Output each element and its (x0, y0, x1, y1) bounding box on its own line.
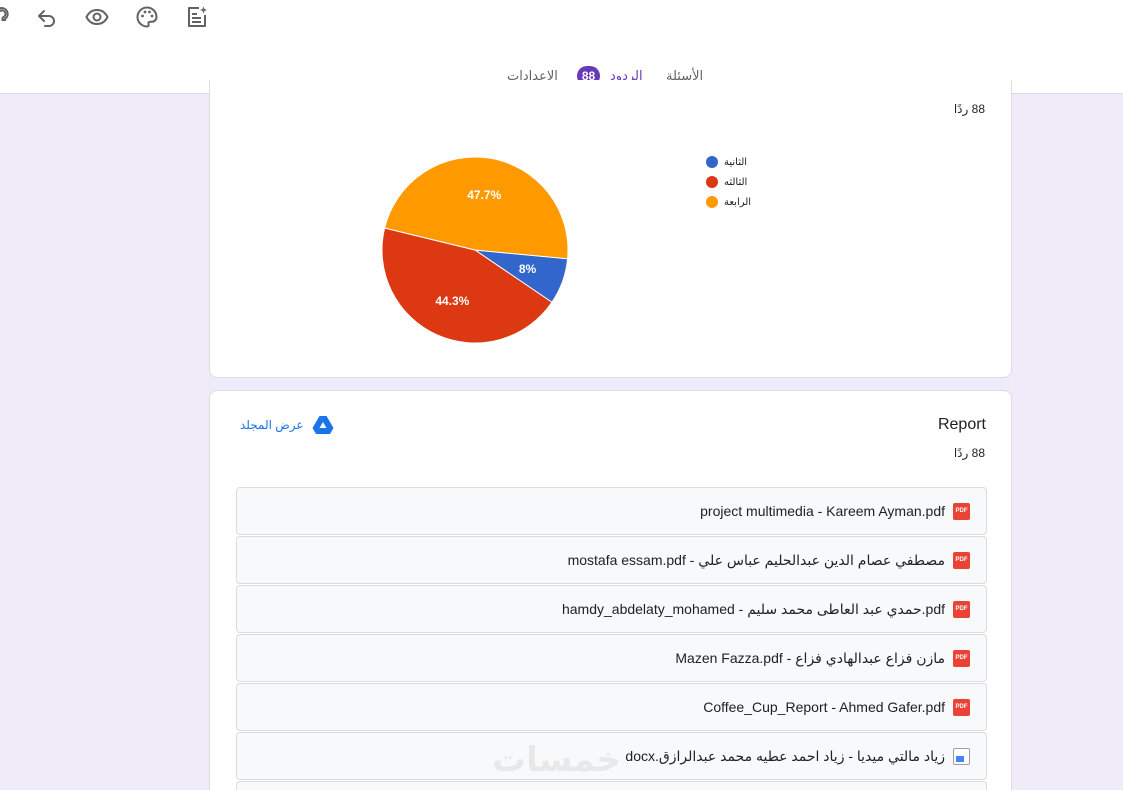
legend-item-third[interactable]: الثالثه (706, 172, 751, 192)
file-row[interactable] (236, 781, 987, 790)
docx-file-icon (953, 747, 970, 765)
file-name: Coffee_Cup_Report - Ahmed Gafer.pdf (703, 699, 945, 715)
legend-item-fourth[interactable]: الرابعة (706, 192, 751, 212)
legend-label: الرابعة (724, 196, 752, 208)
file-row[interactable]: مصطفي عصام الدين عبدالحليم عباس علي - mo… (236, 536, 987, 584)
file-row[interactable]: hamdy_abdelaty_mohamed - حمدي عبد العاطى… (236, 585, 987, 633)
pie-slice-label: 8% (519, 262, 537, 276)
view-folder-label: عرض المجلد (240, 418, 304, 432)
help-icon[interactable] (0, 3, 16, 31)
legend-label: الثانية (724, 156, 748, 168)
pie-slice[interactable] (384, 156, 569, 260)
pdf-file-icon: PDF (953, 649, 970, 667)
tab-questions-label: الأسئلة (666, 68, 704, 83)
pdf-file-icon: PDF (953, 502, 970, 520)
pdf-file-icon: PDF (953, 600, 970, 618)
question-summary-card: 88 ردًا 8% 44.3% 47.7% الثانية الثالثه الر… (209, 80, 1012, 378)
tab-settings-label: الإعدادات (507, 68, 558, 83)
tab-questions[interactable]: الأسئلة (666, 58, 703, 94)
file-name: project multimedia - Kareem Ayman.pdf (700, 503, 945, 519)
pdf-file-icon: PDF (953, 551, 970, 569)
legend-swatch (706, 176, 718, 188)
legend-swatch (706, 156, 718, 168)
legend-label: الثالثه (724, 176, 748, 188)
preview-eye-icon[interactable] (83, 3, 111, 31)
add-ai-note-icon[interactable] (183, 3, 211, 31)
file-name: مصطفي عصام الدين عبدالحليم عباس علي - mo… (567, 551, 945, 568)
google-drive-icon (312, 416, 334, 434)
file-row[interactable]: زياد مالتي ميديا - زياد احمد عطيه محمد ع… (236, 732, 987, 780)
tab-settings[interactable]: الإعدادات (507, 58, 558, 94)
report-question-card: Report 88 ردًا عرض المجلد project multim… (209, 390, 1012, 790)
file-row[interactable]: مازن فزاع عبدالهادي فزاع - Mazen Fazza.p… (236, 634, 987, 682)
pie-slice-label: 44.3% (435, 294, 469, 308)
pdf-file-icon: PDF (953, 698, 970, 716)
legend-swatch (706, 196, 718, 208)
pie-slice-label: 47.7% (467, 188, 501, 202)
response-count: 88 ردًا (953, 102, 985, 116)
legend-item-second[interactable]: الثانية (706, 152, 751, 172)
undo-icon[interactable] (33, 3, 61, 31)
chart-legend: الثانية الثالثه الرابعة (706, 152, 751, 212)
palette-icon[interactable] (133, 3, 161, 31)
view-folder-link[interactable]: عرض المجلد (240, 415, 334, 435)
tab-responses-label: الردود (610, 68, 643, 83)
file-name: hamdy_abdelaty_mohamed - حمدي عبد العاطى… (561, 600, 945, 617)
file-name: مازن فزاع عبدالهادي فزاع - Mazen Fazza.p… (675, 649, 945, 666)
file-name: زياد مالتي ميديا - زياد احمد عطيه محمد ع… (625, 747, 945, 764)
question-title: Report (937, 416, 986, 433)
response-count: 88 ردًا (953, 446, 985, 460)
file-row[interactable]: Coffee_Cup_Report - Ahmed Gafer.pdf PDF (236, 683, 987, 731)
pie-chart: 8% 44.3% 47.7% (381, 156, 569, 344)
file-row[interactable]: project multimedia - Kareem Ayman.pdf PD… (236, 487, 987, 535)
pie-slice[interactable] (381, 227, 553, 344)
